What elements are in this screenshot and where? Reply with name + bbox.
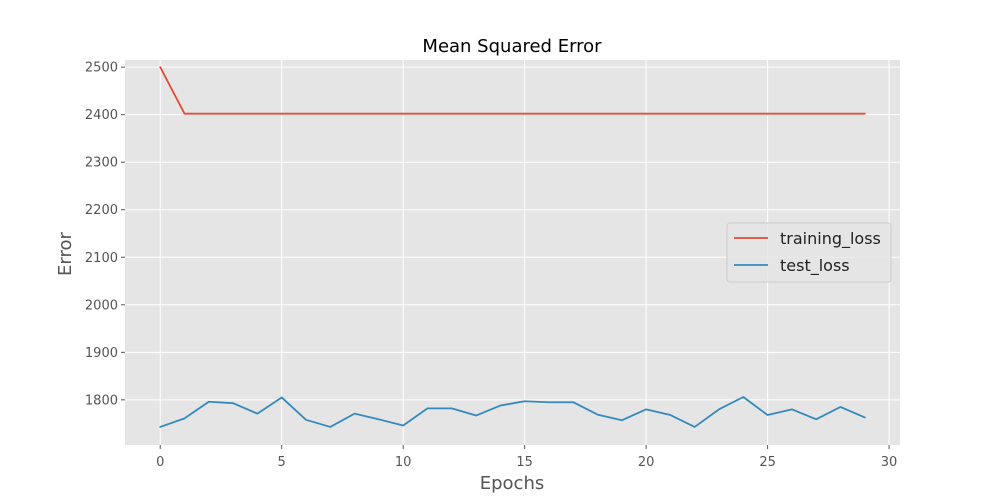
x-axis-label: Epochs — [480, 473, 545, 494]
x-axis-ticks: 0 5 10 15 20 25 30 — [156, 445, 897, 470]
y-tick-label: 2500 — [85, 61, 118, 76]
y-tick-label: 2400 — [85, 108, 118, 123]
x-tick-label: 15 — [516, 455, 533, 470]
series-line-training-loss — [159, 66, 866, 115]
x-tick-label: 20 — [638, 455, 655, 470]
x-tick-label: 10 — [395, 455, 412, 470]
y-tick-label: 2200 — [85, 203, 118, 218]
y-tick-label: 1800 — [85, 393, 118, 408]
y-tick-label: 1900 — [85, 346, 118, 361]
legend: training_loss test_loss — [726, 222, 892, 283]
y-tick-label: 2100 — [85, 251, 118, 266]
chart-title: Mean Squared Error — [422, 36, 602, 57]
y-tick-label: 2000 — [85, 298, 118, 313]
y-tick-label: 2300 — [85, 156, 118, 171]
legend-label: test_loss — [780, 256, 850, 276]
series-lines — [159, 66, 866, 428]
x-tick-label: 0 — [156, 455, 164, 470]
x-tick-label: 25 — [759, 455, 776, 470]
x-tick-label: 30 — [881, 455, 898, 470]
y-axis-label: Error — [55, 231, 76, 275]
x-tick-label: 5 — [278, 455, 286, 470]
series-line-test-loss — [159, 396, 866, 428]
legend-label: training_loss — [780, 229, 881, 249]
y-axis-ticks: 1800 1900 2000 2100 2200 2300 2400 2500 — [85, 61, 125, 408]
